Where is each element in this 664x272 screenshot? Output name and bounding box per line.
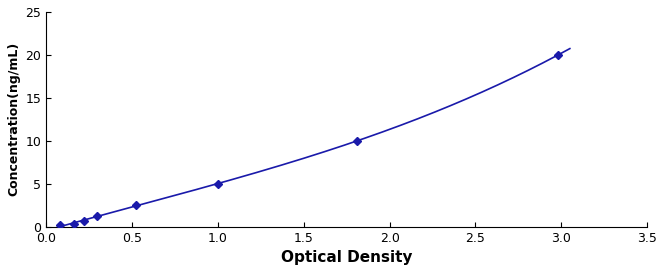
X-axis label: Optical Density: Optical Density [281, 250, 412, 265]
Y-axis label: Concentration(ng/mL): Concentration(ng/mL) [7, 42, 20, 196]
